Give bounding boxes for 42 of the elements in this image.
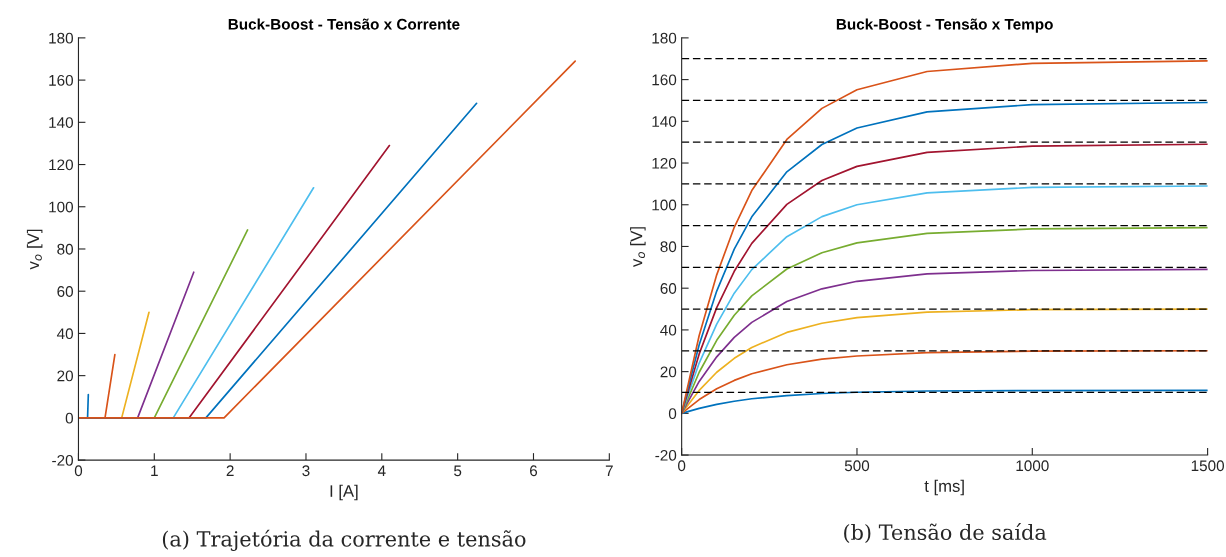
y-tick-label: 100 — [652, 199, 677, 211]
y-tick-label: 20 — [57, 370, 74, 382]
y-tick-label: 100 — [49, 201, 74, 213]
x-axis-title: I [A] — [330, 484, 358, 501]
x-tick-label: 6 — [530, 465, 538, 477]
y-tick-label: 40 — [56, 328, 74, 340]
x-tick-label: 0 — [678, 460, 686, 472]
x-tick-label: 2 — [226, 465, 234, 477]
y-tick-label: -20 — [52, 454, 74, 466]
y-tick-label: 60 — [57, 286, 74, 297]
y-tick-label: 0 — [668, 408, 677, 420]
x-tick-label: 7 — [605, 465, 613, 477]
x-tick-label: 4 — [377, 465, 386, 477]
x-tick-label: 1000 — [1016, 460, 1049, 472]
y-tick-label: 120 — [49, 159, 74, 171]
y-axis-title: v$_{o}$ [V] — [26, 229, 43, 270]
x-tick-label: 3 — [302, 465, 310, 477]
y-tick-label: 160 — [49, 74, 74, 86]
chart-title: Buck-Boost - Tensão x Tempo — [836, 18, 1053, 33]
y-tick-label: 180 — [49, 32, 74, 44]
y-tick-label: 20 — [660, 366, 677, 378]
x-axis-title: t [ms] — [924, 479, 964, 496]
y-tick-label: 140 — [49, 117, 74, 128]
x-tick-label: 1500 — [1191, 460, 1225, 472]
y-axis-title: v$_{o}$ [V] — [630, 227, 646, 267]
y-tick-label: 140 — [652, 116, 677, 127]
y-tick-label: 40 — [660, 324, 677, 336]
y-tick-label: -20 — [655, 449, 677, 461]
chart-title: Buck-Boost - Tensão x Corrente — [228, 18, 460, 30]
y-tick-label: 0 — [65, 412, 74, 424]
y-tick-label: 80 — [660, 241, 677, 253]
x-tick-label: 500 — [844, 460, 870, 472]
text: (a) Trajetória da corrente e tensão — [162, 529, 526, 552]
x-tick-label: 0 — [74, 465, 83, 477]
y-tick-label: 120 — [652, 157, 677, 169]
y-tick-label: 180 — [652, 32, 677, 44]
y-tick-label: 80 — [57, 243, 74, 255]
y-tick-label: 160 — [652, 74, 677, 86]
x-tick-label: 5 — [454, 465, 462, 477]
text: (b) Tensão de saída — [844, 523, 1047, 543]
y-tick-label: 60 — [660, 283, 677, 294]
x-tick-label: 1 — [151, 465, 158, 477]
